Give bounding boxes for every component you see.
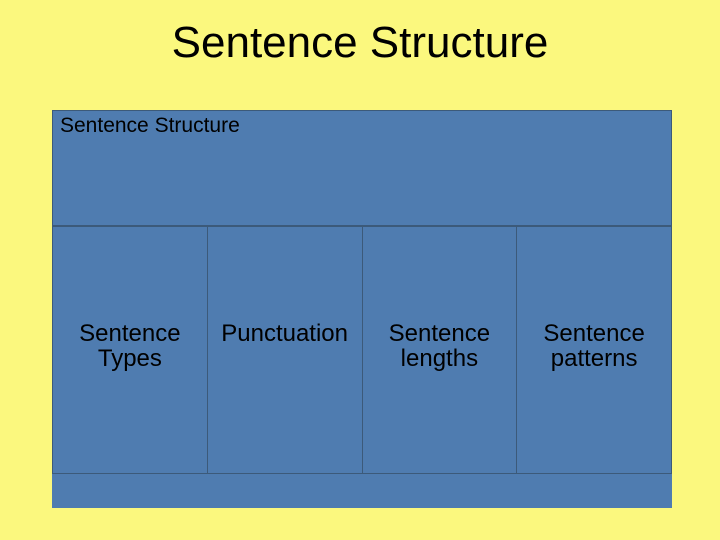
- below-strip: [52, 474, 672, 508]
- child-node-lengths: Sentence lengths: [363, 226, 518, 474]
- child-node-punct: Punctuation: [208, 226, 363, 474]
- child-node-types: Sentence Types: [52, 226, 208, 474]
- child-label-patterns: Sentence patterns: [510, 321, 679, 371]
- children-row: Sentence Types Punctuation Sentence leng…: [52, 226, 672, 474]
- slide-title: Sentence Structure: [0, 18, 720, 68]
- child-label-types: Sentence Types: [45, 321, 214, 371]
- child-label-punct: Punctuation: [200, 321, 369, 346]
- diagram-chart-area: Sentence Structure Sentence Types Punctu…: [52, 110, 672, 508]
- child-node-patterns: Sentence patterns: [517, 226, 672, 474]
- child-label-lengths: Sentence lengths: [355, 321, 524, 371]
- root-node-label: Sentence Structure: [60, 114, 240, 138]
